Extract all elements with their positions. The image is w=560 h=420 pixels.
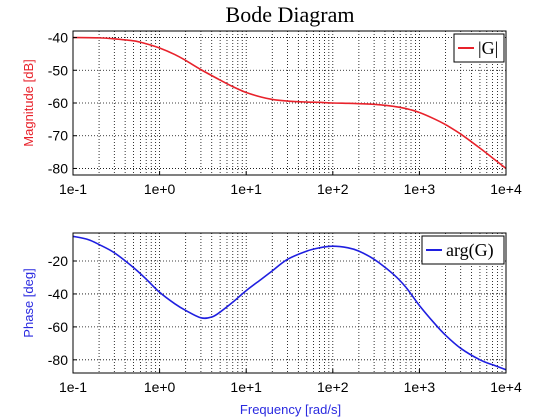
series-line bbox=[72, 235, 507, 371]
y-axis-label: Phase [deg] bbox=[21, 268, 36, 337]
x-tick-label: 1e-1 bbox=[59, 181, 87, 197]
y-tick-label: -50 bbox=[48, 62, 68, 78]
y-tick-label: -70 bbox=[48, 128, 68, 144]
y-tick-label: -80 bbox=[48, 160, 68, 176]
chart-title: Bode Diagram bbox=[226, 2, 355, 27]
plot-frame bbox=[72, 232, 507, 374]
x-tick-label: 1e+0 bbox=[144, 181, 176, 197]
legend-label: |G| bbox=[478, 38, 498, 58]
legend-label: arg(G) bbox=[446, 240, 494, 261]
x-tick-label: 1e+0 bbox=[144, 379, 176, 395]
series-line bbox=[72, 36, 507, 170]
y-tick-label: -60 bbox=[48, 95, 68, 111]
y-tick-label: -20 bbox=[48, 253, 68, 269]
grid bbox=[73, 233, 506, 373]
x-tick-label: 1e+4 bbox=[490, 379, 522, 395]
legend-box bbox=[421, 235, 505, 265]
x-tick-label: 1e+3 bbox=[404, 181, 436, 197]
x-tick-label: 1e+2 bbox=[317, 379, 349, 395]
y-axis-label: Magnitude [dB] bbox=[21, 59, 36, 146]
grid bbox=[73, 31, 506, 175]
x-axis-label: Frequency [rad/s] bbox=[240, 402, 341, 417]
y-tick-label: -40 bbox=[48, 30, 68, 46]
x-tick-label: 1e+4 bbox=[490, 181, 522, 197]
legend: arg(G) bbox=[421, 235, 505, 265]
y-tick-label: -80 bbox=[48, 352, 68, 368]
phase-plot: 1e-1 1e+0 1e+1 1e+2 1e+3 1e+4 -20 -40 -60 -80 Phas… bbox=[21, 232, 522, 417]
magnitude-plot: 1e-1 1e+0 1e+1 1e+2 1e+3 1e+4 -40 -50 -60 -70 -80 M… bbox=[21, 30, 522, 197]
x-tick-label: 1e-1 bbox=[59, 379, 87, 395]
x-tick-label: 1e+1 bbox=[230, 379, 262, 395]
x-tick-label: 1e+2 bbox=[317, 181, 349, 197]
y-tick-label: -60 bbox=[48, 319, 68, 335]
x-tick-label: 1e+1 bbox=[230, 181, 262, 197]
x-tick-label: 1e+3 bbox=[404, 379, 436, 395]
legend: |G| bbox=[453, 33, 505, 63]
y-tick-label: -40 bbox=[48, 286, 68, 302]
